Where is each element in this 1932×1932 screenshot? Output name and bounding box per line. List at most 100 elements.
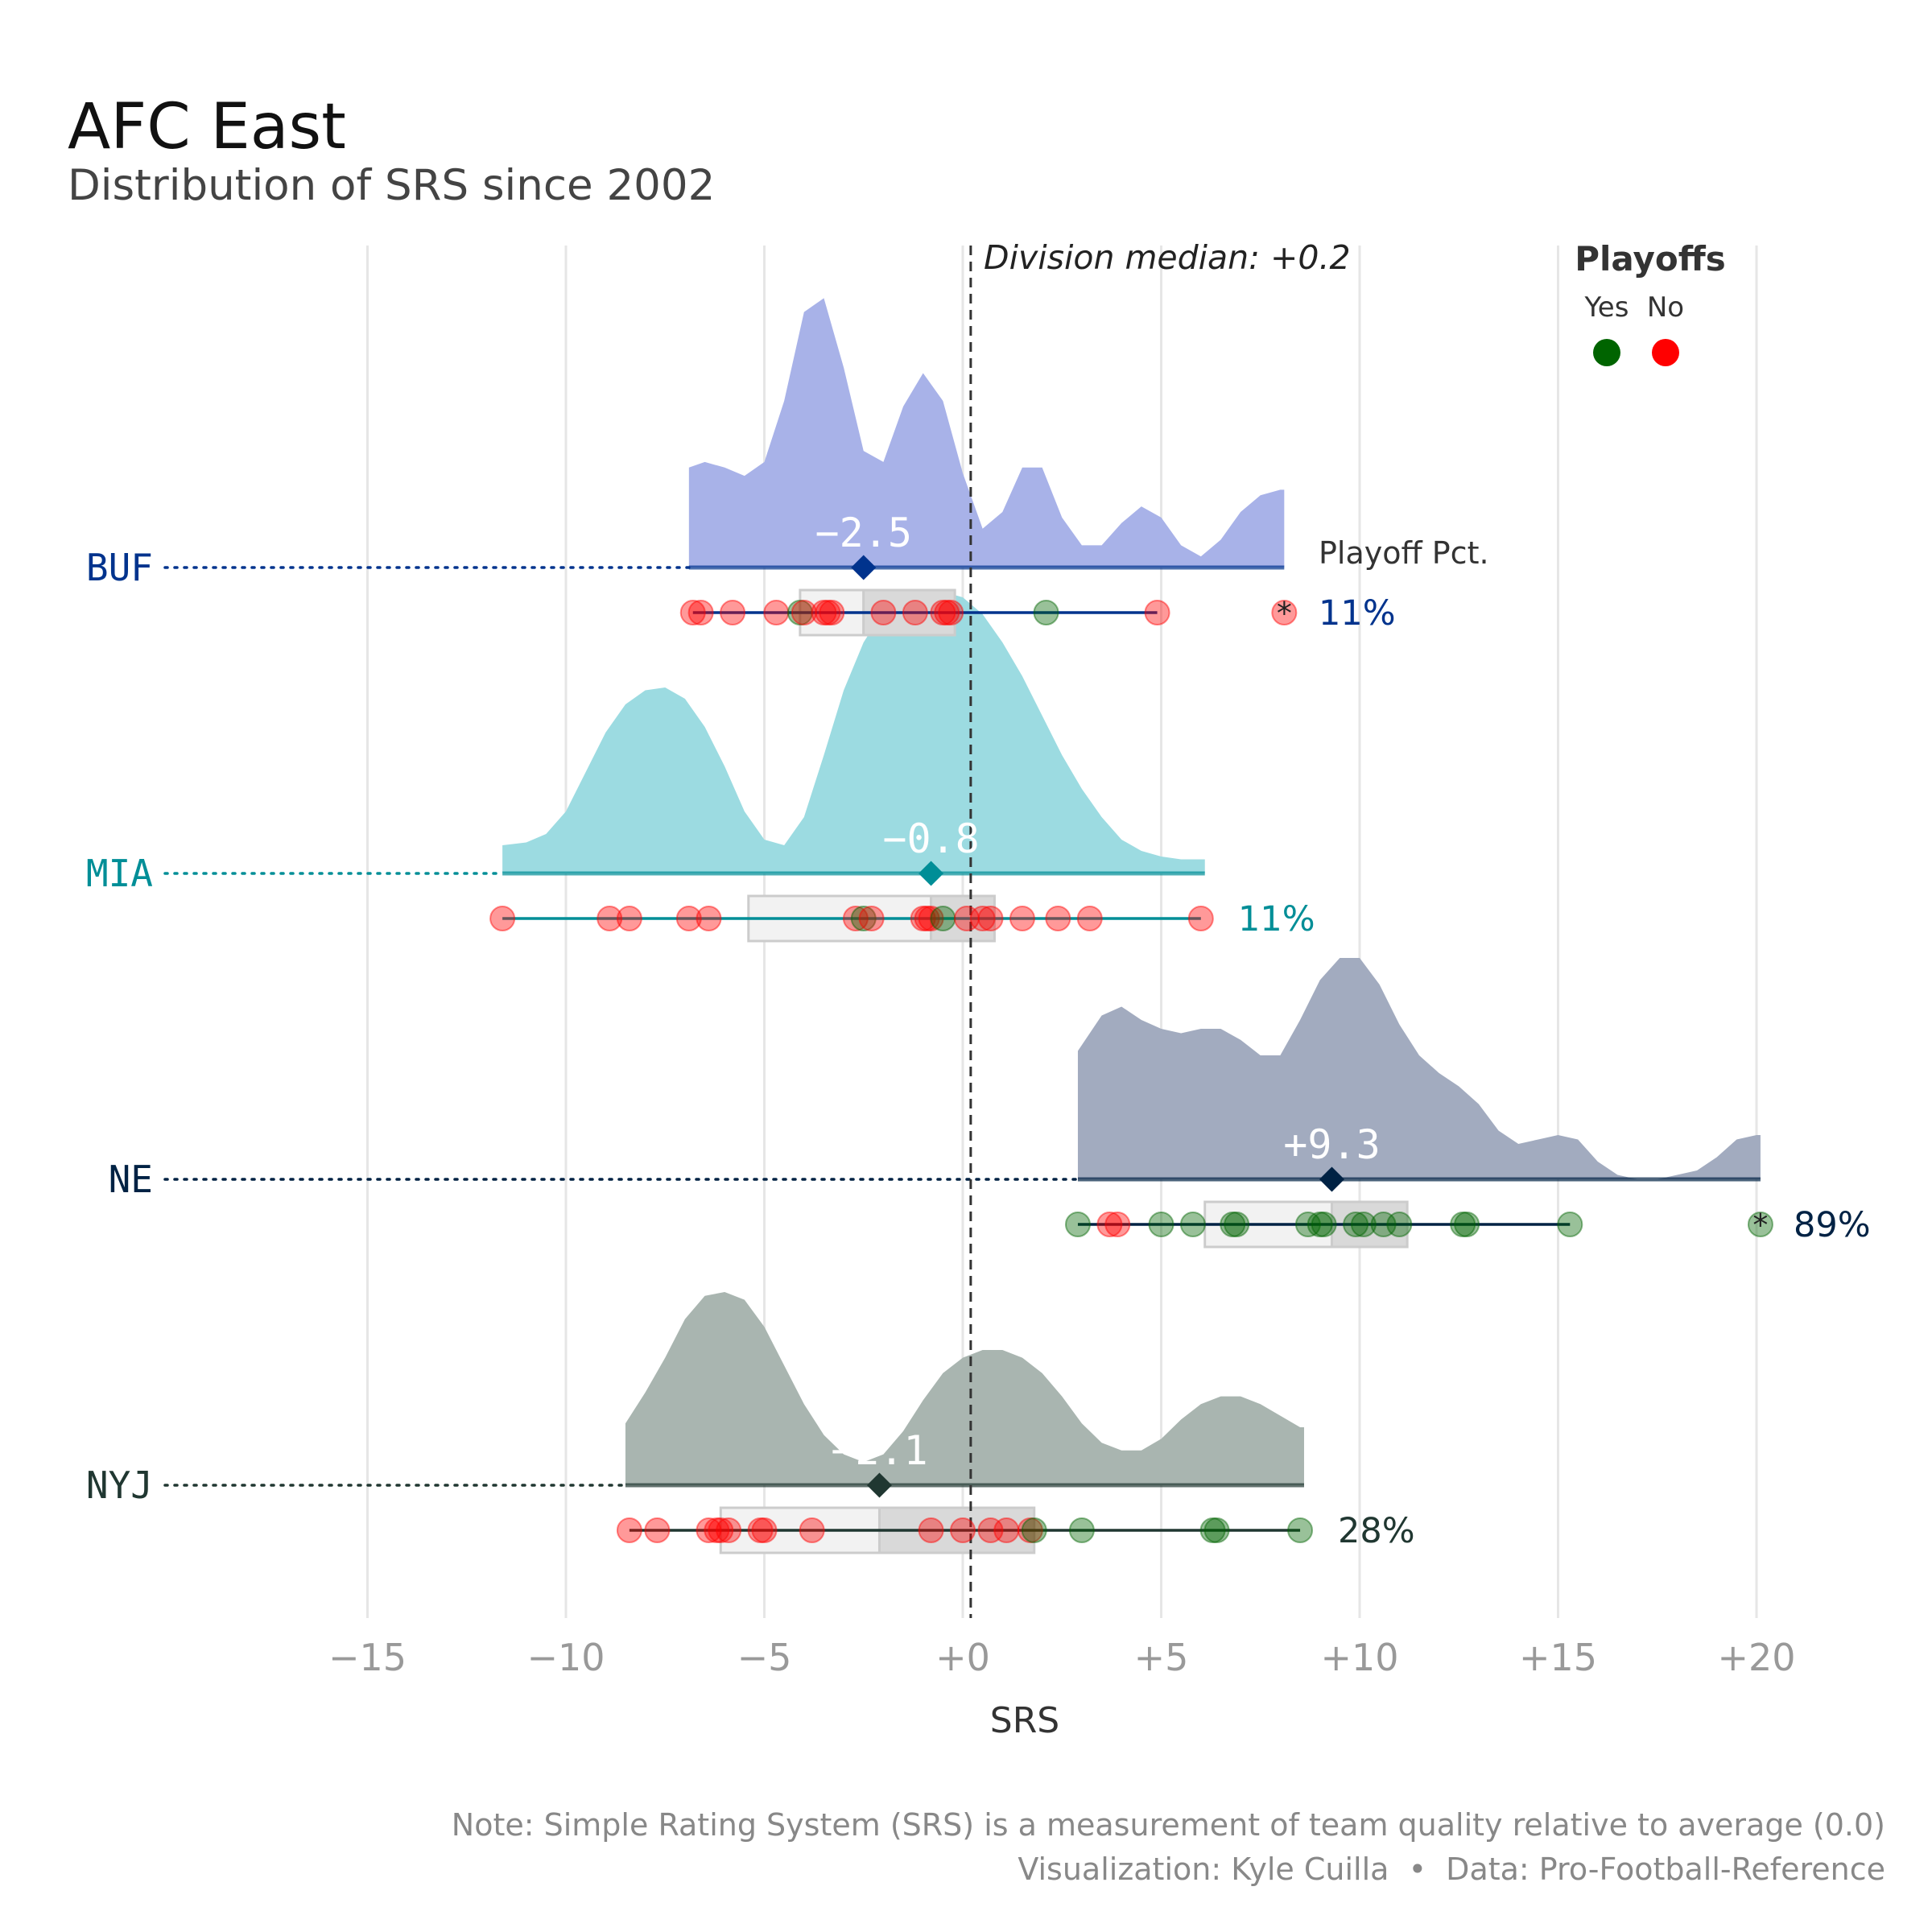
season-point bbox=[1045, 906, 1071, 931]
season-point bbox=[969, 906, 996, 931]
season-point bbox=[763, 600, 790, 625]
season-point bbox=[858, 906, 885, 931]
team-label-nyj: NYJ bbox=[86, 1463, 153, 1507]
median-marker-mia bbox=[919, 861, 944, 886]
chart-subtitle: Distribution of SRS since 2002 bbox=[68, 161, 715, 210]
x-tick-label: −15 bbox=[328, 1636, 407, 1679]
season-point bbox=[1454, 1212, 1480, 1237]
season-point bbox=[914, 906, 940, 931]
season-point bbox=[675, 906, 702, 931]
season-point bbox=[687, 600, 714, 625]
team-label-ne: NE bbox=[109, 1158, 153, 1201]
season-point bbox=[720, 600, 746, 625]
season-point bbox=[819, 600, 845, 625]
season-point bbox=[1343, 1212, 1369, 1237]
season-point bbox=[842, 906, 869, 931]
division-median-label: Division median: +0.2 bbox=[984, 238, 1351, 277]
season-point bbox=[1144, 600, 1170, 625]
season-point bbox=[786, 600, 813, 625]
playoff-pct-nyj: 28% bbox=[1338, 1511, 1415, 1551]
season-point bbox=[870, 600, 897, 625]
season-point bbox=[1370, 1212, 1397, 1237]
season-point bbox=[791, 600, 817, 625]
x-tick-label: +20 bbox=[1717, 1636, 1795, 1679]
x-axis-title: SRS bbox=[990, 1700, 1059, 1741]
footer-note: Note: Simple Rating System (SRS) is a me… bbox=[452, 1807, 1885, 1843]
season-point bbox=[1350, 1212, 1377, 1237]
season-point bbox=[950, 1517, 976, 1543]
team-label-buf: BUF bbox=[86, 546, 153, 589]
density-buf bbox=[688, 298, 1285, 568]
season-point bbox=[977, 906, 1004, 931]
season-point bbox=[1287, 1517, 1314, 1543]
season-point bbox=[1148, 1212, 1174, 1237]
outlier-point bbox=[1747, 1212, 1773, 1237]
team-label-mia: MIA bbox=[86, 852, 153, 895]
chart-title: AFC East bbox=[68, 91, 346, 163]
season-point bbox=[1068, 1517, 1095, 1543]
season-point bbox=[930, 906, 956, 931]
x-tick-labels: −15 −10 −5 +0 +5 +10 +15 +20 bbox=[328, 1636, 1796, 1679]
season-point bbox=[993, 1517, 1020, 1543]
season-point bbox=[1076, 906, 1103, 931]
season-point bbox=[679, 600, 706, 625]
season-point bbox=[930, 600, 956, 625]
season-point bbox=[616, 1517, 642, 1543]
median-marker-nyj bbox=[866, 1472, 893, 1498]
season-point bbox=[1009, 906, 1035, 931]
legend-title: Playoffs bbox=[1575, 239, 1725, 279]
x-tick-label: +0 bbox=[935, 1636, 990, 1679]
season-point bbox=[1021, 1517, 1047, 1543]
season-point bbox=[977, 1517, 1004, 1543]
season-point bbox=[1311, 1212, 1337, 1237]
playoff-pct-header: Playoff Pct. bbox=[1319, 535, 1489, 571]
team-guide-lines bbox=[163, 566, 1080, 1487]
median-marker-ne bbox=[1319, 1166, 1345, 1192]
season-point bbox=[934, 600, 960, 625]
footer-credit: Visualization: Kyle Cuilla • Data: Pro-F… bbox=[1018, 1852, 1885, 1887]
season-point bbox=[902, 600, 928, 625]
season-point bbox=[1224, 1212, 1250, 1237]
season-point bbox=[1017, 1517, 1043, 1543]
season-point bbox=[815, 600, 841, 625]
x-tick-label: +10 bbox=[1320, 1636, 1398, 1679]
season-point bbox=[696, 906, 722, 931]
outlier-star-icon: * bbox=[1277, 596, 1292, 631]
season-point bbox=[1294, 1212, 1321, 1237]
season-point bbox=[918, 1517, 944, 1543]
density-layer bbox=[502, 298, 1761, 1498]
season-point bbox=[747, 1517, 774, 1543]
median-label-buf: −2.5 bbox=[815, 510, 912, 556]
median-label-ne: +9.3 bbox=[1283, 1121, 1380, 1168]
x-tick-label: −5 bbox=[737, 1636, 792, 1679]
season-point bbox=[1104, 1212, 1131, 1237]
season-point bbox=[811, 600, 837, 625]
season-point bbox=[708, 1517, 734, 1543]
points-layer: ** bbox=[489, 596, 1773, 1543]
season-point bbox=[918, 906, 944, 931]
season-point bbox=[1450, 1212, 1476, 1237]
season-point bbox=[1307, 1212, 1333, 1237]
playoff-pct-mia: 11% bbox=[1238, 899, 1315, 939]
season-point bbox=[1220, 1212, 1246, 1237]
x-tick-label: +5 bbox=[1134, 1636, 1189, 1679]
season-point bbox=[1199, 1517, 1226, 1543]
density-mia bbox=[502, 592, 1205, 873]
season-point bbox=[1064, 1212, 1091, 1237]
legend-label-yes: Yes bbox=[1584, 291, 1629, 324]
season-point bbox=[1557, 1212, 1583, 1237]
season-point bbox=[751, 1517, 778, 1543]
season-point bbox=[1386, 1212, 1413, 1237]
season-point bbox=[1096, 1212, 1123, 1237]
outlier-point bbox=[1271, 600, 1298, 625]
legend-swatch-no bbox=[1652, 339, 1679, 366]
season-point bbox=[597, 906, 623, 931]
x-tick-label: −10 bbox=[526, 1636, 605, 1679]
outlier-star-icon: * bbox=[1752, 1208, 1768, 1243]
playoff-pct-buf: 11% bbox=[1319, 593, 1396, 634]
season-point bbox=[1033, 600, 1059, 625]
season-point bbox=[489, 906, 516, 931]
season-point bbox=[1179, 1212, 1206, 1237]
season-point bbox=[716, 1517, 742, 1543]
